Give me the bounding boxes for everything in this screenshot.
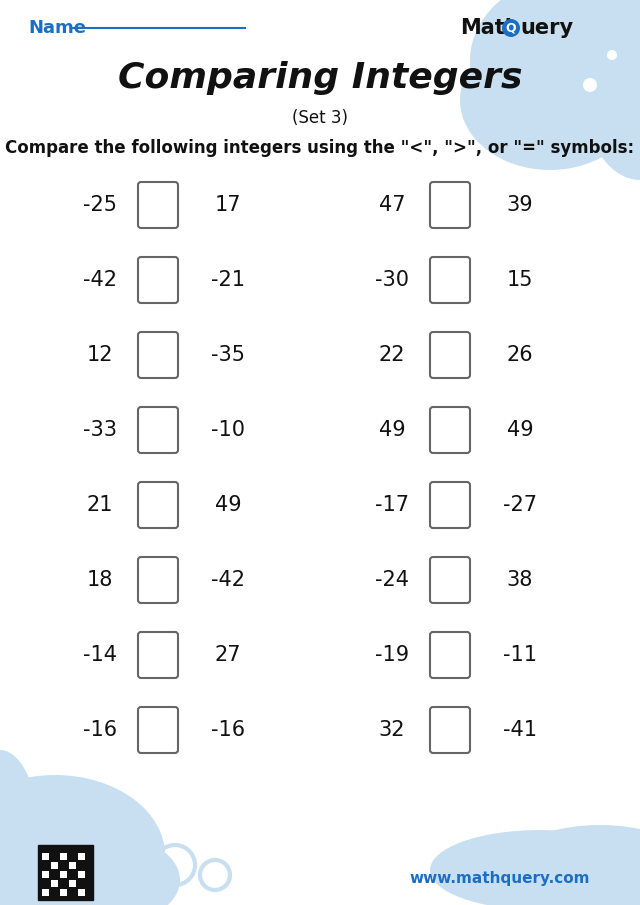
Text: www.mathquery.com: www.mathquery.com — [410, 871, 590, 885]
Text: (Set 3): (Set 3) — [292, 109, 348, 127]
Ellipse shape — [0, 750, 40, 905]
Bar — [78, 853, 85, 860]
FancyBboxPatch shape — [138, 182, 178, 228]
Bar — [69, 880, 76, 887]
Text: -21: -21 — [211, 270, 245, 290]
FancyBboxPatch shape — [430, 482, 470, 528]
Text: -24: -24 — [375, 570, 409, 590]
FancyBboxPatch shape — [138, 407, 178, 453]
Ellipse shape — [0, 775, 165, 905]
Text: -42: -42 — [211, 570, 245, 590]
Text: 47: 47 — [379, 195, 405, 215]
Bar — [42, 871, 49, 878]
FancyBboxPatch shape — [430, 257, 470, 303]
Circle shape — [502, 19, 520, 37]
Ellipse shape — [580, 0, 640, 180]
Bar — [42, 853, 49, 860]
Text: 26: 26 — [507, 345, 533, 365]
Text: -42: -42 — [83, 270, 117, 290]
Text: 12: 12 — [87, 345, 113, 365]
FancyBboxPatch shape — [138, 632, 178, 678]
Bar — [60, 853, 67, 860]
Text: 18: 18 — [87, 570, 113, 590]
Circle shape — [51, 851, 69, 869]
Bar — [42, 889, 49, 896]
Text: 17: 17 — [215, 195, 241, 215]
Ellipse shape — [460, 30, 640, 170]
FancyBboxPatch shape — [430, 407, 470, 453]
Text: 38: 38 — [507, 570, 533, 590]
Text: -11: -11 — [503, 645, 537, 665]
FancyBboxPatch shape — [430, 332, 470, 378]
Text: 49: 49 — [507, 420, 533, 440]
FancyBboxPatch shape — [138, 707, 178, 753]
Text: Math: Math — [460, 18, 520, 38]
Text: 49: 49 — [379, 420, 405, 440]
FancyBboxPatch shape — [138, 557, 178, 603]
Text: 21: 21 — [87, 495, 113, 515]
Bar — [38, 845, 93, 900]
FancyBboxPatch shape — [430, 182, 470, 228]
Text: -19: -19 — [375, 645, 409, 665]
Bar — [78, 871, 85, 878]
Text: -25: -25 — [83, 195, 117, 215]
Text: -30: -30 — [375, 270, 409, 290]
Text: Comparing Integers: Comparing Integers — [118, 61, 522, 95]
Text: -10: -10 — [211, 420, 245, 440]
Text: 15: 15 — [507, 270, 533, 290]
Bar — [60, 871, 67, 878]
Text: 39: 39 — [507, 195, 533, 215]
Text: -17: -17 — [375, 495, 409, 515]
FancyBboxPatch shape — [430, 557, 470, 603]
Text: Q: Q — [506, 22, 516, 34]
Bar — [69, 862, 76, 869]
Text: 27: 27 — [215, 645, 241, 665]
FancyBboxPatch shape — [138, 257, 178, 303]
Text: -33: -33 — [83, 420, 117, 440]
Text: Name: Name — [28, 19, 86, 37]
Ellipse shape — [490, 855, 640, 905]
Text: 49: 49 — [214, 495, 241, 515]
Text: uery: uery — [520, 18, 573, 38]
Ellipse shape — [470, 0, 640, 150]
Text: -14: -14 — [83, 645, 117, 665]
Text: -35: -35 — [211, 345, 245, 365]
Ellipse shape — [0, 830, 180, 905]
Bar — [51, 862, 58, 869]
Ellipse shape — [430, 830, 640, 905]
Bar — [51, 880, 58, 887]
Text: Compare the following integers using the "<", ">", or "=" symbols:: Compare the following integers using the… — [5, 139, 635, 157]
Text: 22: 22 — [379, 345, 405, 365]
Text: -16: -16 — [211, 720, 245, 740]
FancyBboxPatch shape — [430, 632, 470, 678]
Bar — [78, 889, 85, 896]
Text: 32: 32 — [379, 720, 405, 740]
FancyBboxPatch shape — [138, 332, 178, 378]
Bar — [60, 889, 67, 896]
Circle shape — [583, 78, 597, 92]
Ellipse shape — [520, 825, 640, 885]
Text: -41: -41 — [503, 720, 537, 740]
FancyBboxPatch shape — [430, 707, 470, 753]
Circle shape — [607, 50, 617, 60]
Text: -27: -27 — [503, 495, 537, 515]
Text: -16: -16 — [83, 720, 117, 740]
Ellipse shape — [0, 805, 70, 905]
FancyBboxPatch shape — [138, 482, 178, 528]
Ellipse shape — [540, 0, 640, 80]
